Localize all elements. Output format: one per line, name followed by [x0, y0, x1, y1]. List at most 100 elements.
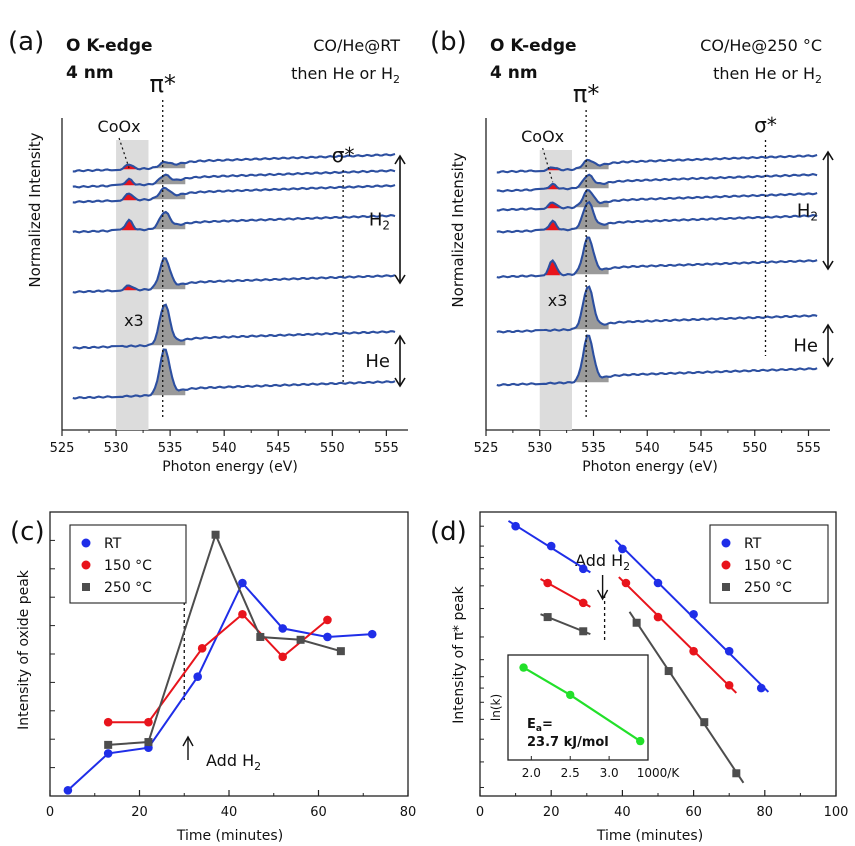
- panel-b-subtitle: 4 nm: [490, 63, 538, 83]
- inset-ea-label: Ea=: [527, 717, 553, 734]
- legend-marker: [721, 560, 731, 570]
- data-point: [144, 717, 153, 727]
- x-tick-label: 80: [757, 805, 774, 820]
- data-point: [278, 652, 288, 662]
- he-bracket-head-top: [394, 334, 406, 345]
- pi-peak-fill: [150, 304, 186, 346]
- x-tick-label: 540: [212, 441, 237, 456]
- inset-data-point: [636, 736, 645, 746]
- sigma-label: σ*: [754, 113, 777, 137]
- pi-peak-fill: [150, 258, 186, 290]
- spectrum-line: [72, 303, 396, 350]
- x-tick-label: 555: [796, 441, 821, 456]
- spectrum-line: [496, 153, 818, 174]
- panel-b-ylabel: Normalized Intensity: [449, 152, 467, 307]
- x-tick-label: 100: [824, 805, 849, 820]
- data-point: [543, 578, 552, 588]
- data-point: [724, 646, 734, 656]
- h2-label: H2: [797, 201, 818, 224]
- data-point: [756, 683, 766, 693]
- legend-marker: [82, 583, 90, 591]
- panel-b: (b) O K-edge 4 nm CO/He@250 °C then He o…: [430, 27, 834, 475]
- legend-marker: [721, 538, 731, 548]
- panel-a-subtitle: 4 nm: [66, 63, 114, 83]
- oxide-region: [539, 150, 572, 430]
- x-tick-label: 545: [266, 441, 291, 456]
- add-h2-arrow-head: [596, 589, 609, 601]
- inset-ea-prefix: E: [527, 717, 536, 732]
- panel-d-letter: (d): [430, 517, 467, 547]
- spectrum-line: [496, 188, 818, 212]
- pi-peak-fill: [150, 174, 186, 185]
- spectrum-line: [72, 152, 396, 173]
- x-tick-label: 60: [685, 805, 702, 820]
- panel-c-letter: (c): [10, 517, 45, 547]
- panel-d-xlabel: Time (minutes): [596, 828, 703, 844]
- data-point: [323, 615, 332, 625]
- pi-peak-fill: [574, 202, 609, 230]
- data-point: [724, 680, 734, 690]
- add-h2-label-sub: 2: [623, 560, 630, 573]
- data-point: [367, 629, 377, 639]
- panel-b-title: O K-edge: [490, 36, 577, 56]
- data-point: [579, 627, 588, 636]
- x-tick-label: 550: [320, 441, 345, 456]
- data-point: [336, 647, 345, 656]
- data-point: [543, 613, 552, 622]
- data-point: [653, 578, 663, 588]
- spectrum-line: [496, 236, 818, 279]
- panel-c-ylabel: Intensity of oxide peak: [16, 569, 32, 730]
- panel-a-condition-2: then He or H2: [291, 64, 400, 86]
- inset-ea-value: 23.7 kJ/mol: [527, 735, 609, 750]
- h2-label-main: H: [369, 210, 383, 231]
- x-tick-label: 525: [50, 441, 75, 456]
- panel-c-plot: 0 20 40 60 80 Add H2 RT 150 °C 250 °C: [46, 511, 417, 820]
- h2-bracket-head-top: [394, 154, 406, 165]
- inset-x-tick-label: 3.0: [600, 766, 619, 780]
- spectrum-line: [72, 184, 396, 204]
- data-point: [103, 717, 113, 727]
- pi-peak-fill: [574, 190, 609, 208]
- spectrum-line: [496, 334, 818, 387]
- data-point: [104, 740, 113, 749]
- oxide-peak-fill: [121, 193, 137, 201]
- panel-d-plot: 0 20 40 60 80 100 Add H2 RT 150 °C 250 °C 2.0 2.5 3.…: [476, 511, 849, 820]
- panel-a: (a) O K-edge 4 nm CO/He@RT then He or H2…: [8, 27, 408, 475]
- add-h2-label-main: Add H: [206, 751, 254, 770]
- panel-c-xlabel: Time (minutes): [176, 828, 283, 844]
- spectrum-line: [496, 200, 818, 234]
- he-label: He: [365, 351, 390, 372]
- spectrum-line: [72, 348, 396, 400]
- panel-d-ylabel: Intensity of π* peak: [451, 585, 467, 723]
- pi-peak-fill: [574, 237, 609, 275]
- series-line: [108, 612, 329, 724]
- data-point: [256, 632, 265, 641]
- x-tick-label: 530: [104, 441, 129, 456]
- legend-marker: [722, 583, 730, 591]
- inset-data-point: [566, 690, 575, 700]
- h2-bracket-head-bottom: [394, 274, 406, 285]
- x-tick-label: 540: [635, 441, 660, 456]
- pi-label: π*: [149, 70, 175, 98]
- pi-peak-fill: [574, 174, 609, 189]
- x-tick-label: 20: [543, 805, 560, 820]
- data-point: [618, 544, 627, 554]
- x-tick-label: 525: [474, 441, 499, 456]
- legend-label: RT: [744, 536, 762, 552]
- h2-bracket-head-top: [822, 150, 834, 161]
- data-point: [278, 624, 288, 633]
- data-point: [578, 564, 588, 574]
- x-tick-label: 535: [581, 441, 606, 456]
- legend-marker: [81, 538, 91, 548]
- data-point: [197, 644, 207, 653]
- legend-label: 150 °C: [744, 558, 792, 574]
- fit-line: [628, 611, 745, 784]
- scale-label: x3: [548, 291, 568, 310]
- panel-a-ylabel: Normalized Intensity: [26, 132, 44, 287]
- spectrum-line: [496, 173, 818, 193]
- x-tick-label: 80: [400, 805, 417, 820]
- spectrum-line: [496, 285, 818, 334]
- he-bracket-head-top: [822, 323, 834, 334]
- x-tick-label: 530: [527, 441, 552, 456]
- inset-ea-sub: a: [536, 724, 542, 734]
